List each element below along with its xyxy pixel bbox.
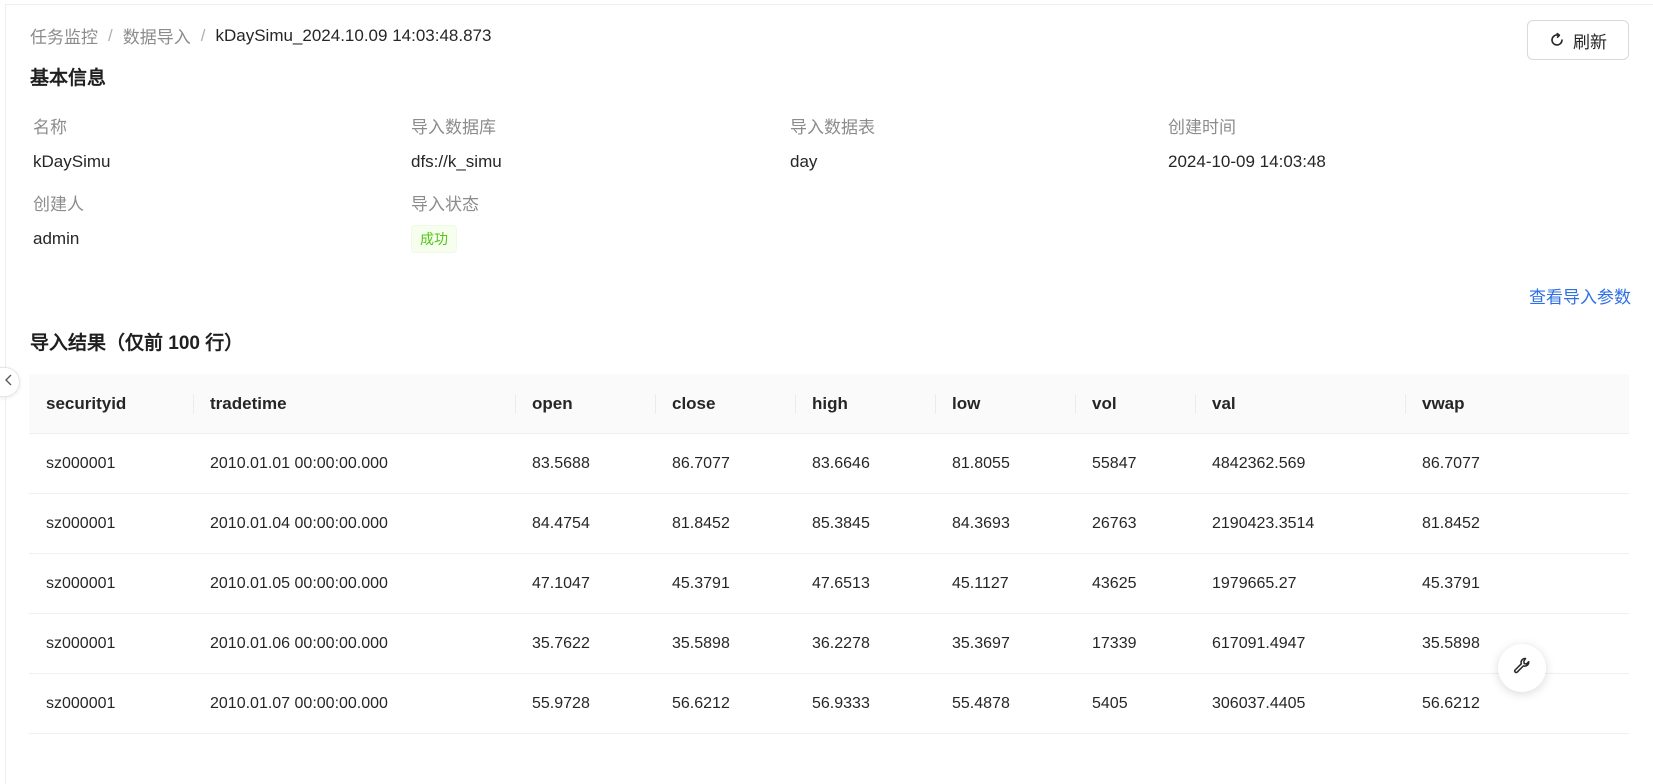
table-cell-high: 47.6513 (812, 574, 870, 592)
table-cell-val: 1979665.27 (1212, 574, 1297, 592)
refresh-button-label: 刷新 (1573, 32, 1607, 52)
refresh-button[interactable]: 刷新 (1527, 20, 1629, 60)
table-cell-close: 35.5898 (672, 634, 730, 652)
column-header-high: high (795, 374, 935, 434)
table-cell-vwap: 81.8452 (1422, 514, 1480, 532)
table-cell-high: 83.6646 (812, 454, 870, 472)
table-cell-low: 84.3693 (952, 514, 1010, 532)
creator-value: admin (33, 229, 80, 248)
refresh-icon (1549, 32, 1565, 48)
basic-info-title: 基本信息 (30, 68, 107, 89)
created-time-label: 创建时间 (1168, 118, 1236, 137)
creator-label: 创建人 (33, 195, 84, 214)
import-detail-page: 任务监控 / 数据导入 / kDaySimu_2024.10.09 14:03:… (0, 4, 1653, 784)
status-label: 导入状态 (411, 195, 479, 214)
view-import-params-link[interactable]: 查看导入参数 (1529, 288, 1631, 307)
column-header-open: open (515, 374, 655, 434)
status-badge: 成功 (411, 225, 457, 253)
table-cell-high: 56.9333 (812, 694, 870, 712)
table-cell-val: 2190423.3514 (1212, 514, 1315, 532)
table-cell-open: 35.7622 (532, 634, 590, 652)
breadcrumb-item-data-import[interactable]: 数据导入 (122, 28, 191, 47)
table-cell-close: 56.6212 (672, 694, 730, 712)
column-header-vol: vol (1075, 374, 1195, 434)
created-time-value: 2024-10-09 14:03:48 (1168, 152, 1326, 171)
results-table: securityid tradetime open close high low… (29, 374, 1629, 734)
table-cell-tradetime: 2010.01.07 00:00:00.000 (210, 694, 388, 712)
breadcrumb-item-task-monitor[interactable]: 任务监控 (30, 28, 98, 47)
table-cell-securityid: sz000001 (46, 694, 116, 712)
table-cell-low: 45.1127 (952, 574, 1009, 592)
table-cell-securityid: sz000001 (46, 454, 116, 472)
table-cell-vwap: 45.3791 (1422, 574, 1480, 592)
table-cell-close: 86.7077 (672, 454, 730, 472)
table-cell-low: 35.3697 (952, 634, 1010, 652)
database-value: dfs://k_simu (411, 152, 502, 171)
table-cell-low: 55.4878 (952, 694, 1010, 712)
column-header-vwap: vwap (1405, 374, 1529, 434)
table-cell-securityid: sz000001 (46, 634, 116, 652)
table-cell-close: 45.3791 (672, 574, 730, 592)
import-results-title: 导入结果（仅前 100 行） (30, 333, 244, 354)
table-row: sz000001 2010.01.01 00:00:00.000 83.5688 86… (29, 434, 1629, 494)
table-row: sz000001 2010.01.07 00:00:00.000 55.9728 56… (29, 674, 1629, 734)
table-cell-vwap: 35.5898 (1422, 634, 1480, 652)
table-cell-vwap: 56.6212 (1422, 694, 1480, 712)
table-cell-tradetime: 2010.01.01 00:00:00.000 (210, 454, 388, 472)
table-cell-vol: 17339 (1092, 634, 1137, 652)
breadcrumb-separator: / (200, 25, 206, 45)
table-cell-securityid: sz000001 (46, 514, 116, 532)
table-cell-tradetime: 2010.01.05 00:00:00.000 (210, 574, 388, 592)
table-cell-open: 84.4754 (532, 514, 590, 532)
table-cell-high: 36.2278 (812, 634, 870, 652)
table-header: securityid tradetime open close high low… (29, 374, 1629, 434)
table-cell-val: 4842362.569 (1212, 454, 1306, 472)
table-cell-high: 85.3845 (812, 514, 870, 532)
table-row: sz000001 2010.01.06 00:00:00.000 35.7622 35… (29, 614, 1629, 674)
tools-button[interactable] (1498, 644, 1546, 692)
table-cell-open: 55.9728 (532, 694, 590, 712)
table-row: sz000001 2010.01.04 00:00:00.000 84.4754 81… (29, 494, 1629, 554)
table-cell-tradetime: 2010.01.06 00:00:00.000 (210, 634, 388, 652)
column-header-val: val (1195, 374, 1405, 434)
table-cell-securityid: sz000001 (46, 574, 116, 592)
table-cell-val: 617091.4947 (1212, 634, 1306, 652)
table-cell-vwap: 86.7077 (1422, 454, 1480, 472)
table-cell-vol: 26763 (1092, 514, 1137, 532)
table-cell-val: 306037.4405 (1212, 694, 1306, 712)
name-label: 名称 (33, 118, 67, 137)
column-header-tradetime: tradetime (193, 374, 515, 434)
breadcrumb-current: kDaySimu_2024.10.09 14:03:48.873 (215, 25, 492, 45)
table-cell-vol: 43625 (1092, 574, 1137, 592)
table-cell-open: 47.1047 (532, 574, 590, 592)
table-cell-low: 81.8055 (952, 454, 1010, 472)
table-cell-vol: 55847 (1092, 454, 1137, 472)
column-header-close: close (655, 374, 795, 434)
column-header-securityid: securityid (46, 393, 127, 413)
table-body: sz000001 2010.01.01 00:00:00.000 83.5688 86… (29, 434, 1629, 734)
database-label: 导入数据库 (411, 118, 496, 137)
table-label: 导入数据表 (790, 118, 875, 137)
chevron-left-icon (4, 373, 14, 392)
column-header-low: low (935, 374, 1075, 434)
table-cell-vol: 5405 (1092, 694, 1128, 712)
breadcrumb: 任务监控 / 数据导入 / kDaySimu_2024.10.09 14:03:… (30, 23, 491, 48)
name-value: kDaySimu (33, 152, 111, 171)
table-cell-close: 81.8452 (672, 514, 730, 532)
table-value: day (790, 152, 818, 171)
collapse-sidebar-button[interactable] (0, 367, 20, 397)
breadcrumb-separator: / (108, 25, 113, 45)
table-cell-open: 83.5688 (532, 454, 590, 472)
wrench-icon (1512, 656, 1532, 681)
table-cell-tradetime: 2010.01.04 00:00:00.000 (210, 514, 388, 532)
table-row: sz000001 2010.01.05 00:00:00.000 47.1047 45… (29, 554, 1629, 614)
